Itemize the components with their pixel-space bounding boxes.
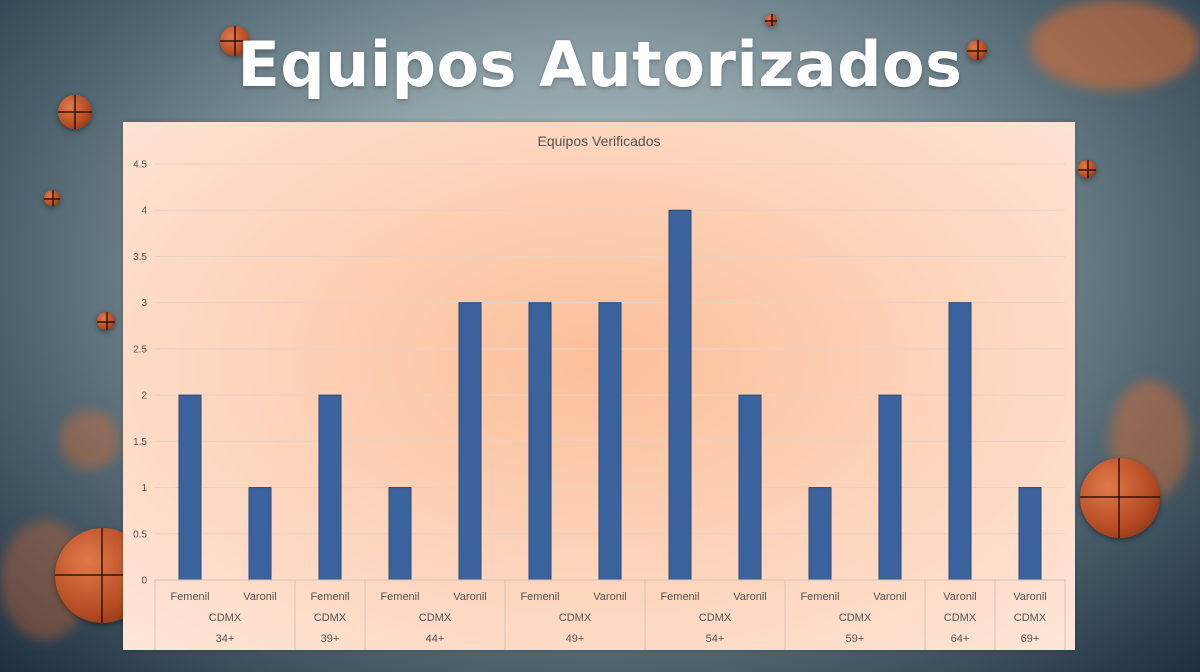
y-axis-ticks: 0 0.5 1 1.5 2 2.5 3 3.5 4 4.5: [133, 160, 147, 587]
basketball-icon: [1080, 458, 1160, 538]
x-axis-categories: Femenil Varonil Femenil Femenil Varonil Femen…: [154, 579, 1066, 650]
x-group-age-label: 34+: [216, 633, 235, 645]
bar: [598, 302, 622, 581]
x-tick-label: Varonil: [593, 591, 626, 603]
page-title: Equipos Autorizados: [237, 28, 963, 101]
bar-chart: Equipos Verificados 0 0.5 1 1.5 2 2.5 3 3.5 4 4.5…: [133, 133, 1066, 650]
x-tick-label: Varonil: [873, 591, 906, 603]
bar: [948, 302, 972, 581]
x-group-city-label: CDMX: [314, 612, 347, 624]
basketball-icon: [765, 14, 777, 26]
x-group-age-label: 54+: [706, 633, 725, 645]
basketball-icon: [97, 312, 115, 330]
basketball-icon: [44, 190, 60, 206]
x-tick-label: Varonil: [453, 591, 486, 603]
x-group-city-label: CDMX: [839, 612, 872, 624]
x-group-age-label: 69+: [1021, 633, 1040, 645]
x-tick-label: Varonil: [943, 591, 976, 603]
x-group-age-label: 64+: [951, 633, 970, 645]
x-tick-label: Varonil: [1013, 591, 1046, 603]
y-tick-label: 0.5: [133, 529, 147, 540]
bar: [318, 394, 342, 581]
basketball-icon: [967, 40, 987, 60]
bar: [808, 487, 832, 581]
y-tick-label: 3: [141, 298, 147, 309]
x-tick-label: Femenil: [660, 591, 699, 603]
basketball-icon: [58, 95, 92, 129]
y-tick-label: 2: [141, 391, 147, 402]
bar: [178, 394, 202, 581]
bar: [1018, 487, 1042, 581]
x-tick-label: Varonil: [733, 591, 766, 603]
y-tick-label: 4.5: [133, 160, 147, 171]
y-tick-label: 0: [141, 576, 147, 587]
bar: [528, 302, 552, 581]
bar: [388, 487, 412, 581]
x-tick-label: Femenil: [800, 591, 839, 603]
bar: [668, 209, 692, 581]
paint-splash: [60, 410, 120, 470]
x-group-city-label: CDMX: [209, 612, 242, 624]
basketball-icon: [220, 26, 250, 56]
bar: [458, 302, 482, 581]
x-tick-label: Femenil: [520, 591, 559, 603]
bar: [738, 394, 762, 581]
x-group-city-label: CDMX: [419, 612, 452, 624]
x-tick-label: Femenil: [380, 591, 419, 603]
bar: [878, 394, 902, 581]
x-group-age-label: 44+: [426, 633, 445, 645]
x-tick-label: Varonil: [243, 591, 276, 603]
x-group-age-label: 49+: [566, 633, 585, 645]
x-tick-label: Femenil: [310, 591, 349, 603]
paint-splash: [1030, 0, 1200, 90]
x-group-city-label: CDMX: [559, 612, 592, 624]
y-tick-label: 1: [141, 483, 147, 494]
x-group-age-label: 39+: [321, 633, 340, 645]
bars: [178, 209, 1042, 581]
x-group-city-label: CDMX: [699, 612, 732, 624]
y-tick-label: 4: [141, 206, 147, 217]
x-tick-label: Femenil: [170, 591, 209, 603]
basketball-icon: [1078, 160, 1096, 178]
chart-title: Equipos Verificados: [538, 133, 661, 149]
x-group-city-label: CDMX: [1014, 612, 1047, 624]
y-tick-label: 2.5: [133, 344, 147, 355]
y-tick-label: 3.5: [133, 252, 147, 263]
chart-panel: Equipos Verificados 0 0.5 1 1.5 2 2.5 3 3.5 4 4.5…: [123, 122, 1075, 650]
y-tick-label: 1.5: [133, 437, 147, 448]
x-group-city-label: CDMX: [944, 612, 977, 624]
x-group-age-label: 59+: [846, 633, 865, 645]
bar: [248, 487, 272, 581]
